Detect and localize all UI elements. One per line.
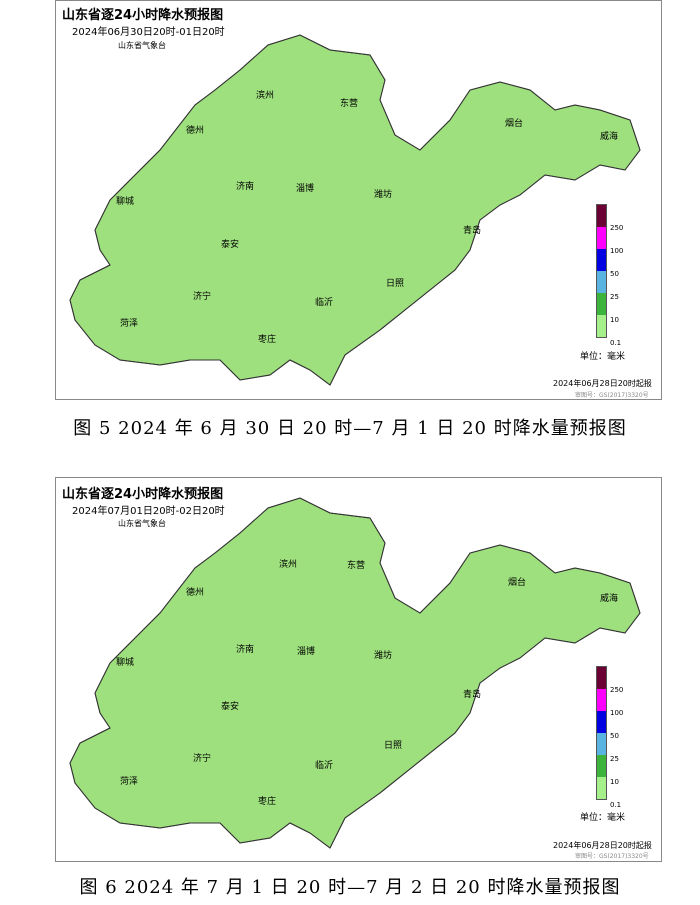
- map-period: 2024年07月01日20时-02日20时: [72, 506, 225, 517]
- svg-text:枣庄: 枣庄: [258, 333, 276, 345]
- svg-text:枣庄: 枣庄: [258, 795, 276, 807]
- svg-text:日照: 日照: [386, 278, 404, 289]
- issue-time: 2024年06月28日20时起报: [553, 379, 652, 388]
- legend-colorbar: [596, 204, 607, 338]
- legend-unit: 单位：毫米: [580, 352, 626, 362]
- svg-text:聊城: 聊城: [116, 195, 134, 207]
- svg-text:烟台: 烟台: [505, 117, 523, 129]
- svg-text:青岛: 青岛: [463, 688, 481, 700]
- svg-text:青岛: 青岛: [463, 224, 481, 236]
- legend-tick: 100: [610, 247, 624, 255]
- legend-tick: 100: [610, 709, 624, 717]
- svg-text:菏泽: 菏泽: [120, 776, 138, 787]
- legend-tick: 50: [610, 732, 619, 740]
- svg-text:临沂: 临沂: [315, 296, 333, 308]
- svg-text:滨州: 滨州: [256, 89, 274, 101]
- svg-text:日照: 日照: [384, 740, 402, 751]
- svg-text:济南: 济南: [236, 180, 254, 192]
- legend-tick: 25: [610, 293, 619, 301]
- svg-text:滨州: 滨州: [279, 558, 297, 570]
- svg-text:泰安: 泰安: [221, 238, 239, 250]
- map-2: [69, 497, 641, 849]
- map-title: 山东省逐24小时降水预报图: [62, 8, 224, 23]
- map-period: 2024年06月30日20时-01日20时: [72, 27, 225, 38]
- svg-text:威海: 威海: [600, 130, 618, 142]
- legend-tick: 0.1: [610, 339, 622, 347]
- review-number: 审图号：GS(2017)3320号: [575, 392, 649, 399]
- map-title: 山东省逐24小时降水预报图: [62, 487, 224, 502]
- svg-text:临沂: 临沂: [315, 759, 333, 771]
- svg-text:济宁: 济宁: [193, 752, 211, 764]
- svg-text:潍坊: 潍坊: [374, 188, 392, 200]
- svg-text:德州: 德州: [186, 586, 204, 598]
- svg-text:泰安: 泰安: [221, 700, 239, 712]
- map-1: [69, 34, 641, 386]
- svg-text:烟台: 烟台: [508, 576, 526, 588]
- legend-tick: 250: [610, 686, 624, 694]
- legend-tick: 10: [610, 778, 619, 786]
- legend-unit: 单位：毫米: [580, 813, 626, 823]
- svg-text:威海: 威海: [600, 592, 618, 604]
- svg-text:潍坊: 潍坊: [374, 649, 392, 661]
- legend-tick: 10: [610, 316, 619, 324]
- figure-caption: 图 5 2024 年 6 月 30 日 20 时—7 月 1 日 20 时降水量…: [73, 418, 627, 439]
- map-agency: 山东省气象台: [118, 519, 166, 528]
- issue-time: 2024年06月28日20时起报: [553, 841, 652, 850]
- legend-tick: 0.1: [610, 801, 622, 809]
- svg-text:德州: 德州: [186, 124, 204, 136]
- svg-text:淄博: 淄博: [296, 182, 314, 194]
- svg-text:聊城: 聊城: [116, 656, 134, 668]
- legend-tick: 25: [610, 755, 619, 763]
- svg-text:菏泽: 菏泽: [120, 318, 138, 329]
- svg-text:东营: 东营: [347, 559, 365, 571]
- legend-colorbar: [596, 666, 607, 800]
- figure-caption: 图 6 2024 年 7 月 1 日 20 时—7 月 2 日 20 时降水量预…: [79, 877, 621, 898]
- svg-text:东营: 东营: [340, 97, 358, 109]
- legend-tick: 50: [610, 270, 619, 278]
- review-number: 审图号：GS(2017)3320号: [575, 853, 649, 860]
- svg-text:淄博: 淄博: [297, 645, 315, 657]
- svg-text:济宁: 济宁: [193, 290, 211, 302]
- legend-tick: 250: [610, 224, 624, 232]
- map-agency: 山东省气象台: [118, 41, 166, 50]
- svg-text:济南: 济南: [236, 643, 254, 655]
